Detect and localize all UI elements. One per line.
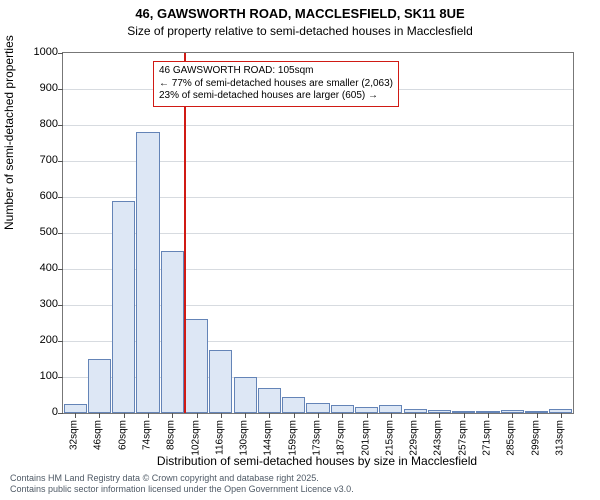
histogram-bar [88, 359, 111, 413]
y-tick-label: 900 [18, 82, 58, 94]
y-tick-label: 300 [18, 298, 58, 310]
histogram-bar [64, 404, 87, 413]
y-tick-label: 800 [18, 118, 58, 130]
y-tick-mark [58, 377, 63, 378]
y-tick-label: 100 [18, 370, 58, 382]
x-tick-mark [245, 413, 246, 418]
histogram-bar [112, 201, 135, 413]
histogram-bar [161, 251, 184, 413]
histogram-bar [209, 350, 232, 413]
x-tick-label: 313sqm [554, 420, 565, 456]
x-tick-label: 130sqm [239, 420, 250, 456]
chart-container: 46, GAWSWORTH ROAD, MACCLESFIELD, SK11 8… [0, 0, 600, 500]
x-tick-mark [561, 413, 562, 418]
histogram-bar [258, 388, 281, 413]
grid-line [63, 125, 573, 126]
y-tick-mark [58, 53, 63, 54]
plot-area: 46 GAWSWORTH ROAD: 105sqm← 77% of semi-d… [62, 52, 574, 414]
attribution-line: Contains public sector information licen… [10, 484, 354, 495]
y-tick-mark [58, 269, 63, 270]
x-tick-label: 116sqm [214, 420, 225, 455]
y-tick-mark [58, 161, 63, 162]
x-tick-mark [75, 413, 76, 418]
chart-subtitle: Size of property relative to semi-detach… [0, 23, 600, 38]
x-tick-mark [537, 413, 538, 418]
attribution-text: Contains HM Land Registry data © Crown c… [10, 473, 354, 496]
x-tick-label: 257sqm [457, 420, 468, 456]
y-tick-label: 200 [18, 334, 58, 346]
y-tick-mark [58, 341, 63, 342]
x-tick-mark [342, 413, 343, 418]
y-tick-mark [58, 89, 63, 90]
y-tick-label: 700 [18, 154, 58, 166]
x-tick-mark [367, 413, 368, 418]
x-tick-mark [99, 413, 100, 418]
x-tick-label: 299sqm [530, 420, 541, 456]
y-tick-label: 400 [18, 262, 58, 274]
x-tick-mark [488, 413, 489, 418]
histogram-bar [234, 377, 257, 413]
x-tick-label: 229sqm [409, 420, 420, 456]
x-tick-label: 46sqm [93, 420, 104, 450]
x-tick-mark [512, 413, 513, 418]
x-tick-mark [439, 413, 440, 418]
property-marker-line [184, 53, 186, 413]
histogram-bar [136, 132, 159, 413]
x-tick-label: 187sqm [336, 420, 347, 456]
x-tick-label: 60sqm [117, 420, 128, 450]
x-tick-label: 144sqm [263, 420, 274, 456]
x-tick-label: 32sqm [69, 420, 80, 450]
annotation-box: 46 GAWSWORTH ROAD: 105sqm← 77% of semi-d… [153, 61, 399, 107]
x-tick-mark [269, 413, 270, 418]
x-tick-label: 159sqm [287, 420, 298, 456]
x-tick-mark [197, 413, 198, 418]
y-tick-mark [58, 197, 63, 198]
x-tick-label: 215sqm [384, 420, 395, 456]
x-tick-mark [148, 413, 149, 418]
y-tick-mark [58, 413, 63, 414]
x-tick-label: 201sqm [360, 420, 371, 456]
annotation-title: 46 GAWSWORTH ROAD: 105sqm [159, 65, 393, 78]
histogram-bar [331, 405, 354, 413]
x-tick-mark [415, 413, 416, 418]
x-tick-mark [221, 413, 222, 418]
x-tick-label: 243sqm [433, 420, 444, 456]
y-tick-label: 0 [18, 406, 58, 418]
x-tick-mark [318, 413, 319, 418]
y-tick-label: 600 [18, 190, 58, 202]
histogram-bar [185, 319, 208, 413]
chart-title: 46, GAWSWORTH ROAD, MACCLESFIELD, SK11 8… [0, 0, 600, 23]
annotation-line: 23% of semi-detached houses are larger (… [159, 90, 393, 103]
histogram-bar [379, 405, 402, 413]
x-tick-label: 271sqm [482, 420, 493, 456]
y-tick-mark [58, 233, 63, 234]
x-tick-mark [464, 413, 465, 418]
x-tick-label: 74sqm [142, 420, 153, 450]
attribution-line: Contains HM Land Registry data © Crown c… [10, 473, 354, 484]
x-tick-label: 285sqm [506, 420, 517, 456]
x-tick-label: 173sqm [312, 420, 323, 456]
histogram-bar [306, 403, 329, 413]
x-tick-mark [124, 413, 125, 418]
x-tick-mark [172, 413, 173, 418]
y-tick-mark [58, 305, 63, 306]
x-tick-label: 88sqm [166, 420, 177, 450]
y-tick-label: 500 [18, 226, 58, 238]
x-tick-mark [391, 413, 392, 418]
y-tick-mark [58, 125, 63, 126]
y-tick-label: 1000 [18, 46, 58, 58]
x-tick-mark [294, 413, 295, 418]
x-tick-label: 102sqm [190, 420, 201, 456]
y-axis-label: Number of semi-detached properties [2, 35, 16, 230]
histogram-bar [282, 397, 305, 413]
x-axis-label: Distribution of semi-detached houses by … [62, 454, 572, 468]
annotation-line: ← 77% of semi-detached houses are smalle… [159, 78, 393, 91]
